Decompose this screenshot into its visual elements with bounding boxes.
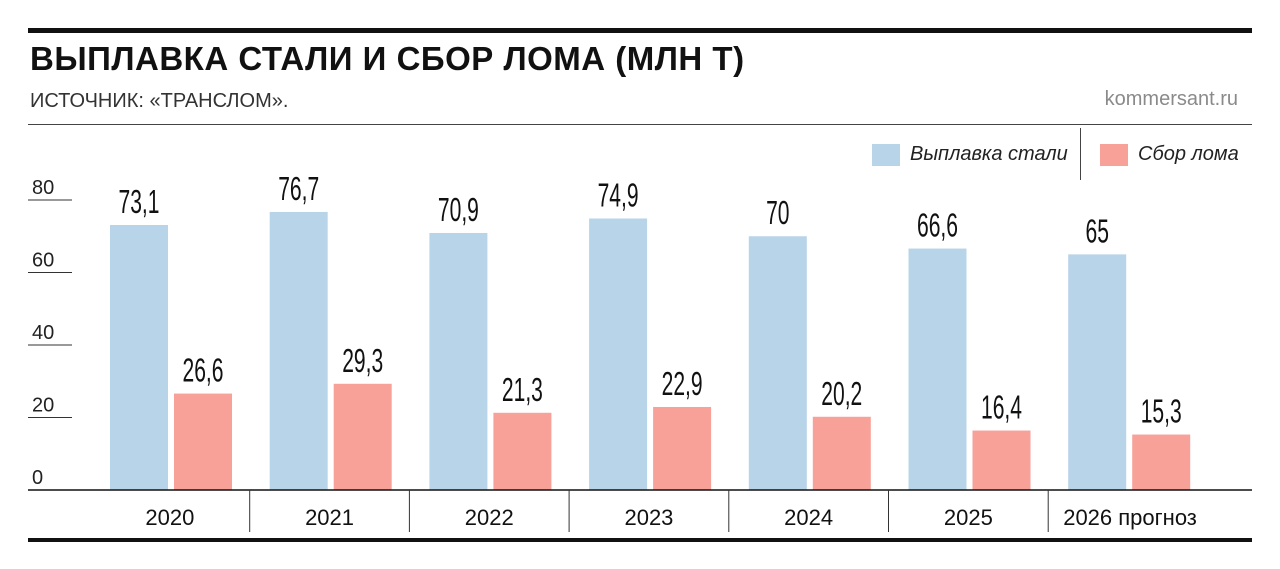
bar-steel — [908, 248, 967, 490]
legend-swatch-scrap — [1100, 143, 1128, 166]
bar-scrap — [1132, 434, 1191, 490]
value-label-steel: 70,9 — [438, 191, 479, 228]
value-label-steel: 76,7 — [278, 170, 319, 207]
x-tick-label: 2024 — [784, 505, 833, 530]
bar-scrap — [493, 412, 552, 490]
legend-label-scrap: Сбор лома — [1138, 143, 1239, 165]
bar-scrap — [653, 406, 712, 490]
x-tick-label: 2026 прогноз — [1063, 505, 1197, 530]
bar-steel — [429, 232, 488, 491]
x-tick-label: 2023 — [624, 505, 673, 530]
y-tick-label: 60 — [32, 250, 54, 272]
bar-steel — [110, 225, 168, 490]
value-label-scrap: 29,3 — [342, 342, 383, 379]
site-credit: kommersant.ru — [1104, 88, 1238, 110]
value-label-steel: 73,1 — [119, 183, 160, 220]
y-tick-label: 0 — [32, 467, 43, 489]
chart-title: ВЫПЛАВКА СТАЛИ И СБОР ЛОМА (МЛН Т) — [30, 40, 745, 77]
legend-item-scrap: Сбор лома — [1100, 143, 1239, 166]
value-label-scrap: 21,3 — [502, 371, 543, 408]
value-label-scrap: 16,4 — [981, 389, 1022, 426]
x-tick-label: 2022 — [465, 505, 514, 530]
value-label-steel: 65 — [1085, 212, 1108, 249]
value-label-scrap: 22,9 — [662, 365, 703, 402]
top-rule — [28, 28, 1252, 33]
source-note: ИСТОЧНИК: «ТРАНСЛОМ». — [30, 90, 289, 112]
bottom-rule — [28, 538, 1252, 542]
bar-steel — [1068, 254, 1127, 490]
bar-steel — [748, 236, 807, 490]
bar-scrap — [333, 383, 392, 490]
bar-steel — [269, 211, 328, 490]
value-label-scrap: 26,6 — [183, 352, 224, 389]
value-label-scrap: 15,3 — [1141, 393, 1182, 430]
legend-label-steel: Выплавка стали — [910, 143, 1068, 165]
x-tick-label: 2020 — [145, 505, 194, 530]
value-label-scrap: 20,2 — [821, 375, 862, 412]
y-tick-label: 80 — [32, 177, 54, 199]
bar-scrap — [972, 430, 1031, 490]
bar-steel — [589, 218, 648, 491]
header-divider — [28, 124, 1252, 125]
y-tick-label: 40 — [32, 322, 54, 344]
bar-scrap — [812, 416, 871, 490]
x-tick-label: 2025 — [944, 505, 993, 530]
value-label-steel: 70 — [766, 194, 789, 231]
value-label-steel: 74,9 — [598, 176, 639, 213]
legend-separator — [1080, 128, 1081, 180]
value-label-steel: 66,6 — [917, 207, 958, 244]
legend-item-steel: Выплавка стали — [872, 143, 1068, 166]
x-tick-label: 2021 — [305, 505, 354, 530]
legend-swatch-steel — [872, 143, 900, 166]
bar-scrap — [174, 393, 232, 490]
y-tick-label: 20 — [32, 395, 54, 417]
